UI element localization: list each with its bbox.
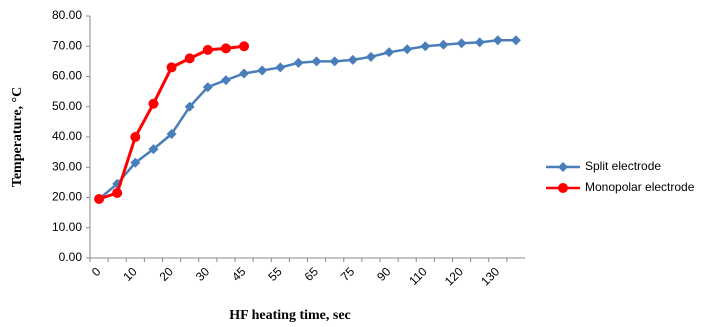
- point: [148, 98, 159, 109]
- point: [130, 132, 141, 142]
- point: [510, 35, 521, 46]
- x-tick-label: 120: [442, 264, 466, 288]
- x-tick-label: 55: [265, 264, 285, 284]
- point: [148, 144, 159, 155]
- y-tick-label: 40.00: [52, 129, 82, 143]
- x-axis-title: HF heating time, sec: [229, 308, 351, 323]
- legend-marker: [558, 162, 568, 172]
- point: [492, 35, 503, 46]
- x-tick-label: 90: [374, 264, 394, 284]
- x-tick-label: 0: [89, 264, 104, 279]
- x-tick-label: 130: [478, 264, 502, 288]
- x-tick-label: 110: [406, 264, 430, 288]
- y-tick-label: 20.00: [52, 190, 82, 204]
- point: [220, 75, 231, 86]
- point: [202, 82, 213, 93]
- y-tick-label: 50.00: [52, 99, 82, 113]
- series-line: [98, 38, 516, 200]
- legend-label: Monopolar electrode: [585, 180, 695, 194]
- point: [239, 68, 250, 79]
- x-tick-label: 65: [302, 264, 322, 284]
- x-tick-label: 75: [338, 264, 358, 284]
- x-tick-label: 20: [157, 264, 177, 284]
- point: [112, 187, 123, 198]
- legend-label: Split electrode: [585, 159, 661, 173]
- y-tick-label: 70.00: [52, 38, 82, 52]
- point: [94, 194, 105, 205]
- point: [202, 44, 213, 55]
- point: [166, 62, 177, 73]
- point: [311, 56, 322, 67]
- point: [257, 65, 268, 76]
- x-tick-label: 45: [229, 264, 249, 284]
- point: [438, 39, 449, 50]
- point: [184, 101, 195, 112]
- y-tick-label: 80.00: [52, 8, 82, 22]
- y-tick-label: 10.00: [52, 220, 82, 234]
- y-tick-label: 0.00: [59, 250, 83, 264]
- x-tick-label: 30: [193, 264, 213, 284]
- y-tick-label: 60.00: [52, 69, 82, 83]
- y-tick-label: 30.00: [52, 159, 82, 173]
- point: [384, 47, 395, 58]
- y-axis-title: Temperature, °C: [10, 87, 25, 187]
- point: [347, 54, 358, 65]
- point: [456, 38, 467, 49]
- point: [365, 51, 376, 62]
- point: [220, 43, 231, 54]
- legend-marker: [558, 183, 568, 193]
- point: [474, 37, 485, 48]
- point: [239, 41, 250, 52]
- point: [293, 57, 304, 68]
- point: [402, 44, 413, 55]
- point: [275, 62, 286, 73]
- point: [130, 157, 141, 168]
- point: [166, 128, 177, 139]
- point: [420, 41, 431, 52]
- point: [184, 53, 195, 64]
- x-tick-label: 10: [120, 264, 140, 284]
- point: [329, 56, 340, 67]
